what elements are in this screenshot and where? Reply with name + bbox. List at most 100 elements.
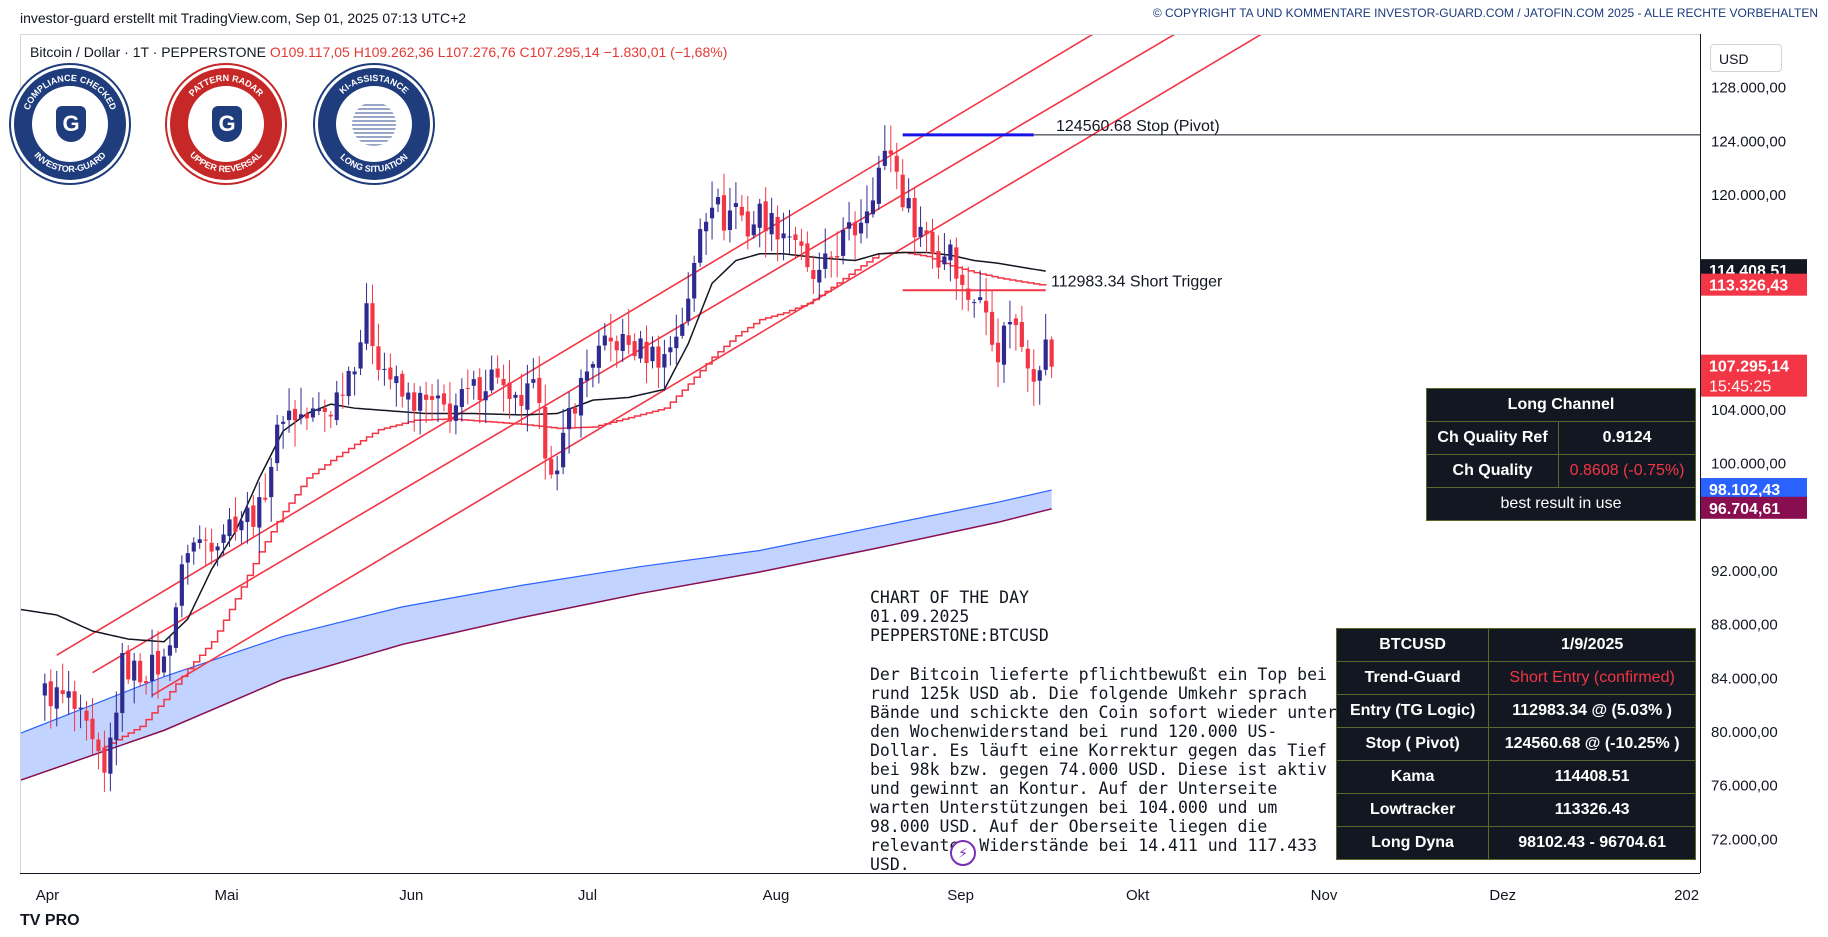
candle-body (352, 371, 357, 375)
candle-body (513, 394, 518, 398)
candle (632, 333, 637, 361)
time-axis[interactable]: Apr Mai Jun Jul Aug Sep Okt Nov Dez 2026 (20, 873, 1700, 912)
symbol-label[interactable]: Bitcoin / Dollar · 1T · PEPPERSTONE (30, 44, 266, 60)
candle-body (620, 334, 625, 351)
candle (686, 272, 691, 326)
candle-body (1025, 348, 1030, 369)
candle (751, 211, 756, 239)
price-badge-label: 96.704,61 (1709, 501, 1780, 518)
kama-value: 114408.51 (1488, 760, 1696, 794)
candle (144, 675, 149, 695)
candle-body (429, 396, 435, 400)
candle-body (930, 231, 935, 255)
candle-body (739, 206, 744, 216)
time-axis-svg: Apr Mai Jun Jul Aug Sep Okt Nov Dez 2026 (36, 887, 1700, 904)
candle (292, 400, 298, 447)
open-value: O109.117,05 (269, 44, 350, 60)
commentary-date: 01.09.2025 (870, 607, 970, 626)
candle-body (388, 367, 393, 380)
candle (626, 308, 631, 355)
candle (412, 383, 417, 432)
candle-body (984, 300, 989, 313)
candle-body (1043, 339, 1048, 370)
candle-body (793, 234, 798, 241)
candle-body (805, 243, 810, 268)
candle (400, 370, 405, 408)
candle (709, 181, 715, 240)
candle-body (257, 497, 262, 528)
chart-plot[interactable]: 124560.68 Stop (Pivot) 112983.34 Short Tr… (21, 35, 1701, 874)
candle-body (382, 368, 387, 370)
candle-body (894, 155, 899, 172)
candle-body (1049, 339, 1054, 367)
candle-body (644, 341, 649, 364)
candle-body (870, 200, 875, 215)
candle-body (876, 167, 881, 204)
candle-body (757, 203, 762, 228)
candle (567, 391, 572, 454)
candle (54, 670, 59, 727)
candle (590, 361, 595, 388)
badge-top-text: PATTERN RADAR (187, 73, 266, 99)
candle (453, 393, 458, 435)
candle (674, 314, 679, 365)
candle-body (584, 371, 590, 381)
candle (989, 290, 995, 352)
lightning-icon[interactable]: ⚡ (950, 840, 976, 866)
candle-body (799, 241, 804, 246)
ohlc-legend: Bitcoin / Dollar · 1T · PEPPERSTONE O109… (30, 44, 727, 60)
price-axis[interactable]: 72.000,00 76.000,00 80.000,00 84.000,00 88.0… (1700, 34, 1807, 873)
commentary-symbol: PEPPERSTONE:BTCUSD (870, 626, 1049, 645)
price-badge-label: 98.102,43 (1709, 482, 1780, 499)
candle-body (602, 335, 607, 346)
candle-body (733, 203, 738, 207)
candle (906, 178, 911, 213)
candle-body (90, 718, 95, 740)
candle (149, 629, 155, 698)
candle (578, 369, 584, 438)
candle (817, 252, 822, 299)
candle-body (42, 683, 47, 696)
ai-globe-icon (352, 102, 396, 146)
candle (1013, 313, 1018, 351)
candle-body (1019, 322, 1024, 347)
entry-value: 112983.34 @ (5.03% ) (1488, 694, 1696, 728)
candle (72, 680, 77, 732)
candle (793, 226, 798, 260)
price-badge-bg (1701, 478, 1807, 501)
candle (1007, 300, 1013, 349)
candle-body (275, 424, 280, 464)
badge-inner (336, 86, 412, 162)
candle (805, 231, 810, 272)
candle-body (138, 660, 143, 683)
candle-body (173, 607, 178, 648)
candle-body (698, 229, 703, 263)
ch-quality-ref-label: Ch Quality Ref (1425, 421, 1560, 455)
candle-body (346, 370, 351, 397)
candle (763, 187, 768, 258)
candle (322, 399, 327, 433)
candle (966, 266, 971, 312)
badge-bottom-text: INVESTOR-GUARD (32, 150, 108, 175)
close-value: C107.295,14 (519, 44, 600, 60)
chart-area[interactable]: 124560.68 Stop (Pivot) 112983.34 Short Tr… (20, 34, 1701, 874)
candle-body (96, 739, 101, 752)
candle (310, 397, 315, 422)
candle (90, 698, 95, 755)
candle (775, 205, 780, 262)
candle-body (144, 681, 149, 684)
candle (531, 358, 536, 389)
dyna-lower-line (21, 508, 1052, 781)
badge-ring-text: KI-ASSISTANCE LONG SITUATION (337, 73, 410, 174)
candle (138, 653, 143, 687)
currency-selector[interactable]: USD (1710, 44, 1782, 72)
candle (596, 330, 601, 384)
candle-body (829, 256, 834, 258)
candle (930, 218, 935, 269)
time-tick-label: Jul (578, 887, 597, 904)
candle-body (668, 347, 673, 353)
candle (1019, 305, 1024, 352)
time-tick-label: Nov (1311, 887, 1338, 904)
candle-body (608, 337, 613, 342)
tradingview-logo: TV PRO (20, 912, 80, 929)
